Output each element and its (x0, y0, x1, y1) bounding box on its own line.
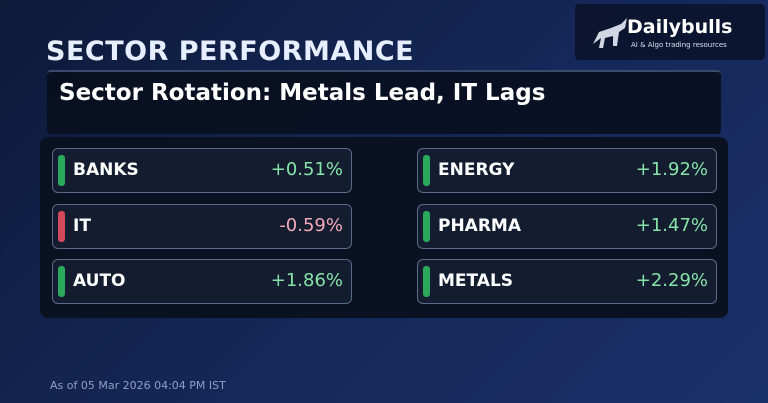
sector-card: ENERGY +1.92% (417, 148, 717, 193)
sector-card: BANKS +0.51% (52, 148, 352, 193)
trend-bar (423, 155, 430, 186)
logo-tagline: AI & Algo trading resources (631, 41, 727, 49)
timestamp: As of 05 Mar 2026 04:04 PM IST (50, 379, 226, 392)
sector-change: -0.59% (279, 215, 343, 236)
logo-icon (593, 18, 627, 48)
trend-bar (423, 266, 430, 297)
sector-panel: BANKS +0.51% IT -0.59% AUTO +1.86% ENERGY +1.92… (40, 137, 728, 318)
headline: Sector Rotation: Metals Lead, IT Lags (59, 80, 546, 106)
trend-bar (58, 211, 65, 242)
sector-card: AUTO +1.86% (52, 259, 352, 304)
sector-change: +1.92% (635, 159, 708, 180)
sector-name: IT (73, 216, 91, 236)
logo-name: Dailybulls (627, 16, 733, 38)
trend-bar (58, 266, 65, 297)
sector-name: METALS (438, 271, 514, 291)
sector-change: +2.29% (635, 270, 708, 291)
sector-name: PHARMA (438, 216, 522, 236)
trend-bar (423, 211, 430, 242)
sector-change: +1.86% (270, 270, 343, 291)
page-title: SECTOR PERFORMANCE (46, 36, 415, 67)
sector-name: BANKS (73, 160, 139, 180)
sector-card: METALS +2.29% (417, 259, 717, 304)
headline-box: Sector Rotation: Metals Lead, IT Lags (47, 70, 721, 134)
sector-card: PHARMA +1.47% (417, 204, 717, 249)
sector-change: +1.47% (635, 215, 708, 236)
sector-name: ENERGY (438, 160, 515, 180)
sector-name: AUTO (73, 271, 126, 291)
logo: Dailybulls AI & Algo trading resources (575, 4, 765, 60)
trend-bar (58, 155, 65, 186)
sector-change: +0.51% (270, 159, 343, 180)
sector-card: IT -0.59% (52, 204, 352, 249)
